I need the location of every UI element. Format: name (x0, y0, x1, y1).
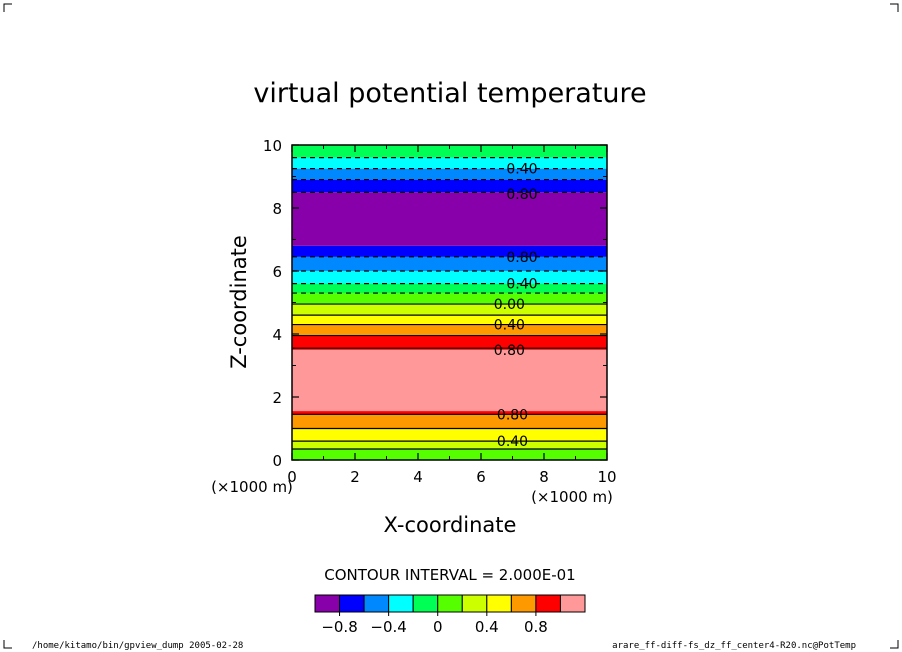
y-axis-label: Z-coordinate (227, 235, 251, 369)
colorbar-label-3: 0.4 (475, 618, 499, 636)
colorbar-label-2: 0 (433, 618, 443, 636)
y-axis-ticks: 0 2 4 6 8 10 (263, 137, 607, 470)
colorbar-cell-5 (437, 594, 463, 613)
contour-band-7 (292, 324, 607, 336)
x-tick-label-5: 10 (597, 468, 616, 486)
contour-band-1 (292, 441, 607, 449)
y-tick-label-1: 2 (272, 389, 282, 407)
contour-label-5: 0.40 (494, 318, 525, 334)
contour-band-18 (292, 157, 607, 169)
contour-band-14 (292, 245, 607, 257)
x-tick-label-2: 4 (413, 468, 423, 486)
contour-band-3 (292, 414, 607, 429)
colorbar-cell-1 (339, 594, 365, 613)
contour-band-12 (292, 271, 607, 284)
contour-band-8 (292, 315, 607, 325)
colorbar-label-4: 0.8 (524, 618, 548, 636)
x-tick-label-3: 6 (476, 468, 486, 486)
y-tick-label-3: 6 (272, 263, 282, 281)
contour-labels: 0.40 0.80 0.80 0.40 0.00 0.40 0.80 0.80 0.40 (494, 162, 538, 450)
contour-label-4: 0.00 (494, 297, 525, 313)
colorbar (314, 594, 586, 613)
contour-interval-text: CONTOUR INTERVAL = 2.000E-01 (324, 566, 575, 584)
corner-marks (3, 3, 899, 649)
contour-band-15 (292, 192, 607, 246)
contour-band-16 (292, 179, 607, 193)
contour-label-2: 0.80 (506, 250, 537, 266)
x-tick-label-4: 8 (539, 468, 549, 486)
contour-band-0 (292, 448, 607, 460)
y-tick-label-0: 0 (272, 452, 282, 470)
colorbar-cell-9 (535, 594, 561, 613)
colorbar-cell-7 (486, 594, 512, 613)
x-tick-label-0: 0 (287, 468, 297, 486)
x-axis-label: X-coordinate (384, 513, 517, 537)
colorbar-label-0: −0.8 (321, 618, 357, 636)
contour-band-19 (292, 145, 607, 158)
colorbar-labels: −0.8 −0.4 0 0.4 0.8 (321, 612, 548, 636)
y-tick-label-4: 8 (272, 200, 282, 218)
colorbar-cell-0 (314, 594, 341, 613)
colorbar-cell-4 (412, 594, 439, 613)
contour-band-17 (292, 168, 607, 180)
y-tick-label-5: 10 (263, 137, 282, 155)
colorbar-cell-6 (461, 594, 488, 613)
contour-lines (292, 157, 607, 450)
contour-label-6: 0.80 (494, 343, 525, 359)
colorbar-cell-2 (363, 594, 390, 613)
contour-label-0: 0.40 (506, 162, 537, 178)
colorbar-cell-3 (388, 594, 414, 613)
footer-left: /home/kitamo/bin/gpview_dump 2005-02-28 (32, 641, 243, 651)
contour-band-13 (292, 256, 607, 271)
colorbar-cell-10 (559, 594, 586, 613)
contour-label-1: 0.80 (506, 187, 537, 203)
contour-band-11 (292, 283, 607, 294)
contour-band-9 (292, 304, 607, 316)
y-unit-label: (×1000 m) (531, 488, 613, 506)
x-axis-ticks: 0 2 4 6 8 10 (287, 145, 617, 486)
contour-band-2 (292, 428, 607, 442)
contour-bands (292, 145, 607, 460)
footer-right: arare_ff-diff-fs_dz_ff_center4-R20.nc@Po… (612, 641, 856, 651)
colorbar-label-1: −0.4 (370, 618, 406, 636)
contour-label-8: 0.40 (497, 434, 528, 450)
colorbar-cell-8 (510, 594, 537, 613)
contour-label-7: 0.80 (497, 407, 528, 423)
contour-band-6 (292, 335, 607, 349)
contour-label-3: 0.40 (506, 277, 537, 293)
contour-band-10 (292, 293, 607, 305)
contour-band-5 (292, 349, 607, 412)
x-unit-label: (×1000 m) (211, 478, 293, 496)
x-tick-label-1: 2 (350, 468, 360, 486)
chart-title: virtual potential temperature (253, 78, 646, 109)
y-tick-label-2: 4 (272, 326, 282, 344)
